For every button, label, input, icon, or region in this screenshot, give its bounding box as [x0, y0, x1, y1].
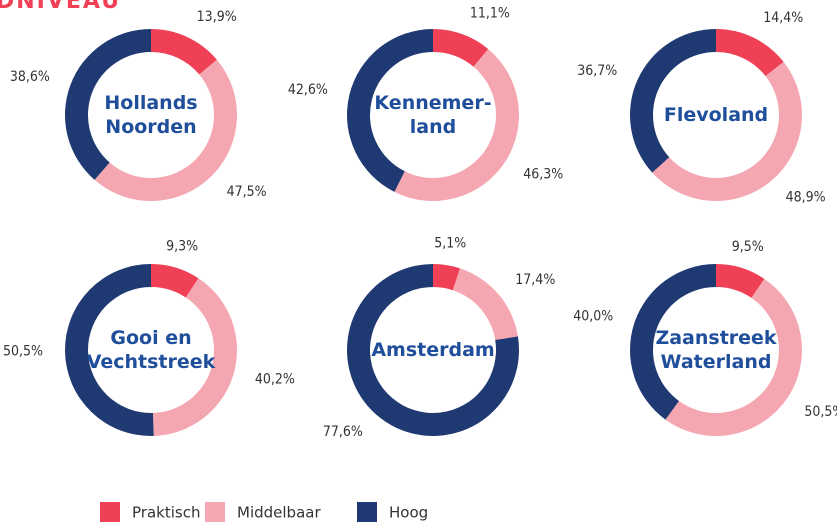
value-label: 46,3% [523, 166, 563, 182]
donut-segment [433, 29, 489, 67]
donut-title: Amsterdam [371, 339, 494, 361]
donut-segment [64, 264, 154, 436]
value-label: 48,9% [786, 190, 826, 206]
value-label: 50,5% [3, 344, 43, 360]
donut-segment [629, 29, 716, 173]
donut-title: Flevoland [664, 104, 768, 126]
donut-title: Zaanstreek Waterland [655, 327, 776, 373]
donut-segment [347, 29, 433, 192]
donut-segment [151, 29, 217, 75]
donut-segment [394, 49, 520, 201]
value-label: 9,3% [166, 239, 198, 255]
legend-label: Hoog [389, 504, 428, 522]
donut-title: Kennemer-land [374, 92, 491, 138]
value-label: 47,5% [227, 184, 267, 200]
donut-segment [452, 268, 518, 341]
value-label: 14,4% [763, 10, 803, 26]
donut-segment [716, 29, 784, 77]
value-label: 77,6% [323, 424, 363, 440]
donut-segment [64, 29, 151, 180]
legend-swatch [205, 502, 225, 522]
legend-swatch [100, 502, 120, 522]
value-label: 36,7% [577, 63, 617, 79]
legend-label: Middelbaar [237, 504, 321, 522]
value-label: 40,2% [255, 371, 295, 387]
value-label: 50,5% [804, 404, 837, 420]
value-label: 9,5% [732, 239, 764, 255]
donut-title: Hollands Noorden [104, 92, 197, 138]
donut-segment [652, 61, 803, 202]
donut-segment [629, 264, 716, 420]
donut-segment [151, 264, 199, 298]
page-title: DNIVEAU [0, 0, 121, 14]
donut-segment [665, 278, 802, 436]
donut-segment [152, 278, 237, 436]
legend-swatch [357, 502, 377, 522]
value-label: 5,1% [434, 235, 466, 251]
value-label: 38,6% [10, 69, 50, 85]
value-label: 13,9% [197, 9, 237, 25]
value-label: 40,0% [573, 309, 613, 325]
donut-segment [94, 59, 237, 202]
value-label: 17,4% [515, 272, 555, 288]
value-label: 42,6% [288, 82, 328, 98]
donut-segment [433, 264, 461, 291]
donut-title: Gooi en Vechtstreek [87, 327, 216, 373]
value-label: 11,1% [470, 6, 510, 22]
donut-segment [716, 264, 765, 298]
legend-label: Praktisch [132, 504, 200, 522]
